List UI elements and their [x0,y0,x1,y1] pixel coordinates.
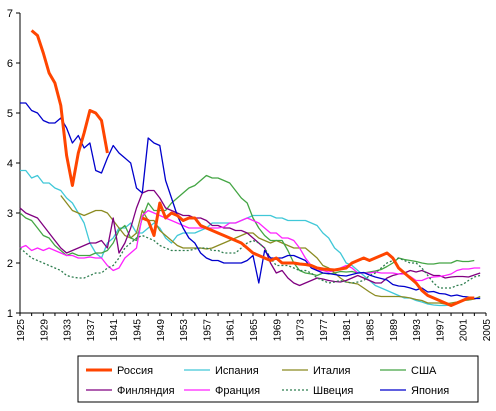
legend-label: США [411,365,437,377]
y-tick-label: 3 [7,208,13,220]
series-line-1 [20,169,481,307]
x-tick-label: 1961 [226,319,237,342]
y-tick-label: 7 [7,8,13,20]
x-tick-label: 1957 [202,319,213,342]
legend: Россия Испания Италия США Финляндия Франция Шв… [77,355,479,403]
x-tick-label: 1981 [342,319,353,342]
legend-label: Россия [117,365,153,377]
x-tick-label: 1973 [296,319,307,342]
x-tick-label: 1993 [412,319,423,342]
series-line-7 [20,102,481,300]
x-tick-label: 1937 [86,319,97,342]
legend-label: Швеция [313,385,353,397]
y-tick-label: 5 [7,108,13,120]
legend-label: Франция [215,385,260,397]
x-tick-label: 1989 [389,319,400,342]
x-tick-label: 1929 [39,319,50,342]
y-tick-label: 1 [7,308,13,320]
x-tick-label: 1985 [366,319,377,342]
x-tick-label: 1925 [16,319,27,342]
series-line-2 [60,195,481,305]
x-tick-label: 2005 [482,319,493,342]
series-line-0 [30,29,475,307]
x-tick-label: 1965 [249,319,260,342]
x-tick-label: 1941 [109,319,120,342]
series-line-5 [19,209,481,282]
legend-label: Япония [411,385,449,397]
y-tick-label: 4 [7,158,13,170]
x-tick-label: 2001 [459,319,470,342]
x-tick-label: 1977 [319,319,330,342]
legend-label: Финляндия [117,385,175,397]
x-tick-label: 1949 [156,319,167,342]
legend-box [77,355,479,403]
series-layer [19,29,481,307]
series-line-6 [19,234,481,289]
x-tick-label: 1969 [272,319,283,342]
x-tick-label: 1953 [179,319,190,342]
x-tick-label: 1933 [63,319,74,342]
legend-label: Испания [215,365,259,377]
y-tick-label: 6 [7,58,13,70]
x-tick-label: 1997 [435,319,446,342]
x-tick-label: 1945 [133,319,144,342]
legend-label: Италия [313,365,351,377]
axes-layer: 1 2 3 4 5 6 7 1925 1929 1933 1937 1941 1945 1949 1953 1… [7,8,493,341]
y-tick-label: 2 [7,258,13,270]
